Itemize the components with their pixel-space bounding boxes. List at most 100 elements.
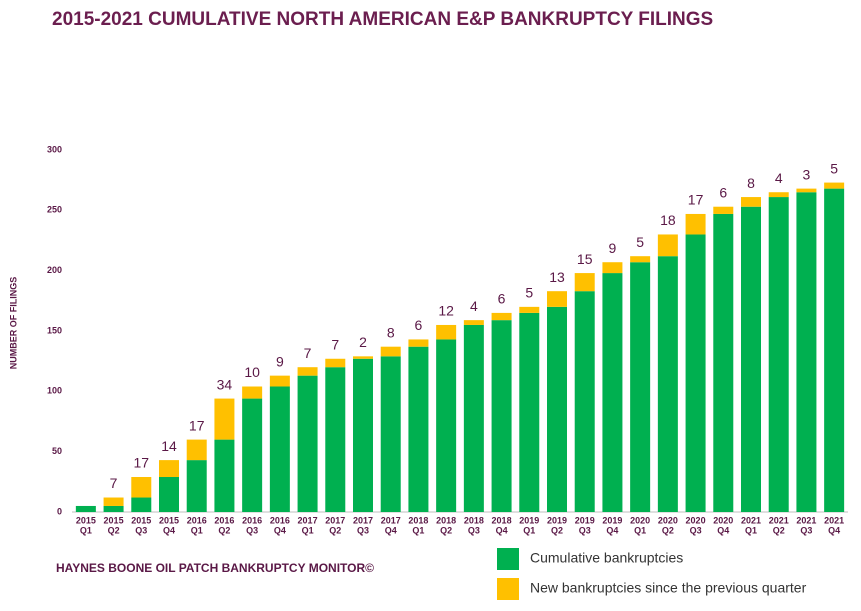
y-tick-label: 300 <box>47 144 62 154</box>
value-label: 34 <box>217 376 233 392</box>
value-label: 5 <box>525 285 533 301</box>
bar-segment <box>408 339 429 347</box>
x-tick-label: 2017 <box>298 515 318 525</box>
bar-segment <box>103 505 124 512</box>
value-label: 9 <box>609 240 617 256</box>
bar-segment <box>491 320 512 512</box>
x-tick-label: 2016 <box>187 515 207 525</box>
x-tick-label: Q2 <box>218 525 230 535</box>
bar-segment <box>269 386 290 512</box>
x-tick-label: Q1 <box>412 525 424 535</box>
x-tick-label: 2019 <box>519 515 539 525</box>
x-tick-label: 2019 <box>602 515 622 525</box>
bar-segment <box>685 213 706 235</box>
x-tick-label: Q4 <box>717 525 729 535</box>
bar-segment <box>380 346 401 357</box>
bar-segment <box>630 256 651 263</box>
x-tick-label: Q3 <box>357 525 369 535</box>
bar-segment <box>602 273 623 512</box>
bar-segment <box>741 206 761 513</box>
x-tick-label: Q1 <box>191 525 203 535</box>
x-tick-label: Q1 <box>745 525 757 535</box>
x-tick-label: 2018 <box>408 515 428 525</box>
x-tick-label: Q1 <box>80 525 92 535</box>
bar-segment <box>463 324 484 512</box>
x-tick-label: 2021 <box>824 515 844 525</box>
y-tick-label: 200 <box>47 265 62 275</box>
bar-segment <box>214 398 235 440</box>
legend-swatch <box>497 548 519 570</box>
x-tick-label: 2019 <box>547 515 567 525</box>
value-label: 6 <box>415 317 423 333</box>
value-label: 18 <box>660 212 676 228</box>
y-tick-label: 100 <box>47 386 62 396</box>
x-tick-label: Q4 <box>274 525 286 535</box>
value-label: 4 <box>470 298 478 314</box>
value-label: 12 <box>438 303 454 319</box>
bar-segment <box>242 386 263 399</box>
bar-segment <box>824 188 845 512</box>
value-label: 14 <box>161 438 177 454</box>
bar-segment <box>159 460 179 478</box>
bar-segment <box>353 358 373 512</box>
bar-segment <box>186 439 207 461</box>
x-tick-label: 2016 <box>214 515 234 525</box>
bar-segment <box>657 234 678 257</box>
value-label: 5 <box>636 234 644 250</box>
bar-segment <box>436 339 457 512</box>
x-tick-label: 2017 <box>353 515 373 525</box>
x-tick-label: Q3 <box>135 525 147 535</box>
bar-segment <box>325 358 346 368</box>
x-tick-label: Q3 <box>800 525 812 535</box>
legend-swatch <box>497 578 519 600</box>
bar-segment <box>768 197 789 512</box>
value-label: 4 <box>775 170 783 186</box>
y-tick-label: 150 <box>47 325 62 335</box>
x-tick-label: 2018 <box>464 515 484 525</box>
y-tick-label: 50 <box>52 446 62 456</box>
x-tick-label: Q4 <box>828 525 840 535</box>
bar-segment <box>796 188 817 193</box>
bar-segment <box>713 213 734 512</box>
bar-segment <box>159 477 179 512</box>
x-tick-label: 2020 <box>713 515 733 525</box>
x-tick-label: Q4 <box>496 525 508 535</box>
value-label: 17 <box>189 417 205 433</box>
legend-label: New bankruptcies since the previous quar… <box>530 580 807 596</box>
chart-title: 2015-2021 CUMULATIVE NORTH AMERICAN E&P … <box>52 9 713 30</box>
x-tick-label: 2021 <box>741 515 761 525</box>
x-tick-label: 2018 <box>492 515 512 525</box>
bar-segment <box>796 192 817 512</box>
x-tick-label: 2017 <box>381 515 401 525</box>
value-label: 17 <box>133 455 149 471</box>
x-tick-label: Q2 <box>551 525 563 535</box>
bar-segment <box>657 256 678 512</box>
x-tick-label: Q3 <box>690 525 702 535</box>
x-tick-label: Q1 <box>634 525 646 535</box>
x-tick-label: 2015 <box>76 515 96 525</box>
bar-segment <box>408 346 429 512</box>
value-label: 7 <box>331 336 339 352</box>
x-tick-label: 2017 <box>325 515 345 525</box>
bar-segment <box>131 477 152 498</box>
x-tick-label: 2015 <box>104 515 124 525</box>
bar-segment <box>630 262 651 512</box>
bar-segment <box>214 439 235 512</box>
y-axis-label: NUMBER OF FILINGS <box>8 277 18 370</box>
bar-segment <box>297 375 318 512</box>
bar-segment <box>741 197 761 207</box>
value-label: 7 <box>304 345 312 361</box>
bar-segment <box>491 312 512 321</box>
x-tick-label: 2021 <box>796 515 816 525</box>
x-tick-label: Q2 <box>108 525 120 535</box>
bar-segment <box>574 291 595 512</box>
x-tick-label: Q2 <box>662 525 674 535</box>
value-label: 9 <box>276 353 284 369</box>
x-tick-label: 2015 <box>159 515 179 525</box>
x-tick-label: 2019 <box>575 515 595 525</box>
bar-segment <box>519 312 540 512</box>
value-label: 15 <box>577 251 593 267</box>
x-tick-label: 2015 <box>131 515 151 525</box>
